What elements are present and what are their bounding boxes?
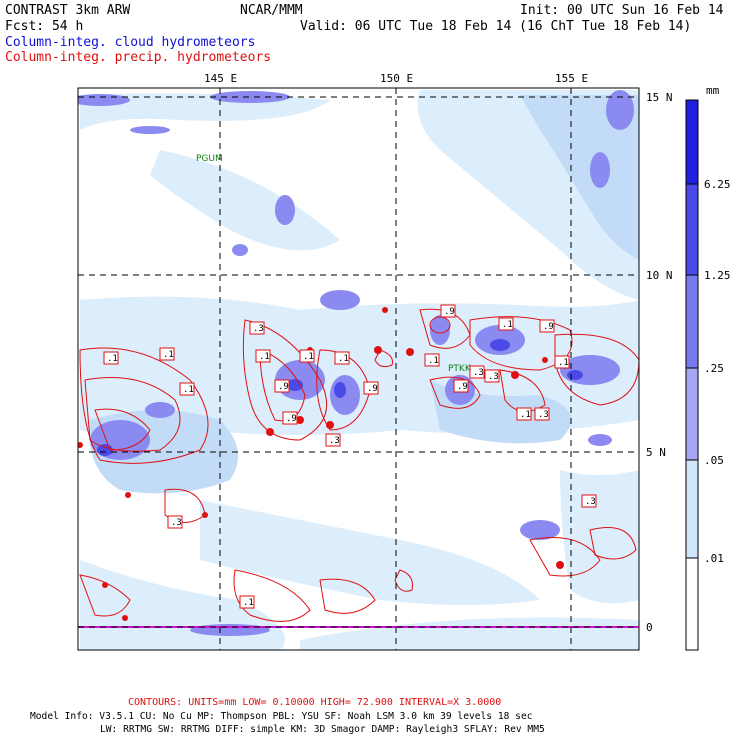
station-pgum: PGUM — [196, 154, 223, 164]
contour-label: .9 — [457, 382, 468, 392]
contour-label-box — [103, 351, 119, 365]
contour-label: .1 — [183, 385, 194, 395]
init-time: Init: 00 UTC Sun 16 Feb 14 — [520, 3, 724, 18]
lat-lon-grid — [78, 88, 639, 650]
contour-labels: .1 .1 .1 .3 .1 .9 .9 .1 .9 .3 .9 .1 .9 .3 .1 .3 .9 .1 .3 .3… — [103, 304, 597, 609]
contour-label: .1 — [243, 598, 254, 608]
contour-label: .3 — [585, 497, 596, 507]
valid-time: Valid: 06 UTC Tue 18 Feb 14 (16 ChT Tue … — [300, 19, 692, 34]
contour-label-box — [581, 494, 597, 508]
colorbar-tick-001: .01 — [704, 552, 724, 565]
contour-label-box — [282, 411, 298, 425]
contour-label-box — [159, 347, 175, 361]
colorbar-bin-1 — [686, 184, 698, 275]
contour-label-box — [239, 595, 255, 609]
lat-label-5n: 5 N — [646, 446, 666, 459]
colorbar-unit: mm — [706, 84, 720, 97]
contour-label: .1 — [428, 356, 439, 366]
contour-label: .1 — [163, 350, 174, 360]
model-info-line1: Model Info: V3.5.1 CU: No Cu MP: Thompso… — [30, 711, 533, 722]
contour-label: .1 — [338, 354, 349, 364]
contour-label-box — [179, 382, 195, 396]
contour-label-box — [534, 407, 550, 421]
contour-info: CONTOURS: UNITS=mm LOW= 0.10000 HIGH= 72… — [128, 697, 502, 708]
lon-label-145: 145 E — [204, 72, 237, 85]
legend-precip: Column-integ. precip. hydrometeors — [5, 50, 272, 65]
contour-label: .1 — [502, 320, 513, 330]
contour-label: .1 — [107, 354, 118, 364]
cloud-heavy-shading — [97, 339, 583, 456]
colorbar-tick-025: .25 — [704, 362, 724, 375]
contour-label: .3 — [329, 436, 340, 446]
contour-label: .3 — [171, 518, 182, 528]
colorbar-tick-125: 1.25 — [704, 269, 731, 282]
contour-label-box — [363, 381, 379, 395]
lat-label-eq: 0 — [646, 621, 653, 634]
contour-label-box — [167, 515, 183, 529]
contour-label-box — [469, 365, 485, 379]
contour-label: .1 — [520, 410, 531, 420]
colorbar-tick-625: 6.25 — [704, 178, 731, 191]
contour-label: .1 — [303, 352, 314, 362]
contour-label: .3 — [538, 410, 549, 420]
contour-label-box — [424, 353, 440, 367]
colorbar-tick-005: .05 — [704, 454, 724, 467]
contour-label-box — [334, 351, 350, 365]
colorbar-bin-0 — [686, 100, 698, 184]
contour-label: .3 — [473, 368, 484, 378]
station-ptkk: PTKK — [448, 364, 472, 374]
lon-label-150: 150 E — [380, 72, 413, 85]
legend-cloud: Column-integ. cloud hydrometeors — [5, 35, 256, 50]
contour-label: .9 — [367, 384, 378, 394]
model-title: CONTRAST 3km ARW — [5, 3, 131, 18]
lat-label-10n: 10 N — [646, 269, 673, 282]
contour-label-box — [498, 317, 514, 331]
contour-label: .9 — [278, 382, 289, 392]
contour-label-box — [249, 321, 265, 335]
contour-label-box — [539, 319, 555, 333]
contour-label: .1 — [558, 358, 569, 368]
contour-label-box — [299, 349, 315, 363]
contour-label-box — [484, 369, 500, 383]
contour-label: .9 — [444, 307, 455, 317]
contour-label: .9 — [543, 322, 554, 332]
forecast-hour: Fcst: 54 h — [5, 19, 84, 34]
contour-label: .1 — [259, 352, 270, 362]
contour-label-box — [554, 355, 570, 369]
colorbar-bin-3 — [686, 368, 698, 460]
contour-label-box — [325, 433, 341, 447]
contour-label: .3 — [488, 372, 499, 382]
hydrometeor-field — [78, 88, 639, 650]
contour-label-box — [274, 379, 290, 393]
contour-label-box — [255, 349, 271, 363]
contour-label-box — [453, 379, 469, 393]
org-title: NCAR/MMM — [240, 3, 303, 18]
model-info-line2: LW: RRTMG SW: RRTMG DIFF: simple KM: 3D … — [100, 724, 545, 735]
contour-label-box — [440, 304, 456, 318]
colorbar-bin-2 — [686, 275, 698, 368]
map-frame — [77, 87, 640, 651]
contour-label: .3 — [253, 324, 264, 334]
precip-cores — [78, 307, 564, 621]
contour-label: .9 — [286, 414, 297, 424]
colorbar-bin-5 — [686, 558, 698, 650]
lon-label-155: 155 E — [555, 72, 588, 85]
colorbar-bin-4 — [686, 460, 698, 558]
contour-label-box — [516, 407, 532, 421]
lat-label-15n: 15 N — [646, 91, 673, 104]
